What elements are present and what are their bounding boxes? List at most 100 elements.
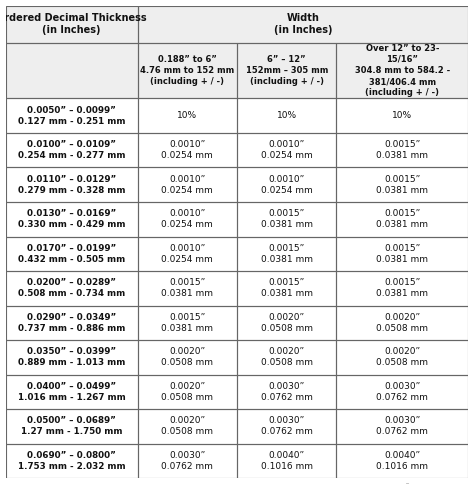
Bar [337, 305, 468, 340]
Bar [6, 43, 137, 98]
Text: 0.0010”
0.0254 mm: 0.0010” 0.0254 mm [161, 175, 213, 195]
Text: 0.0030”
0.0762 mm: 0.0030” 0.0762 mm [376, 416, 428, 437]
Bar [137, 167, 237, 202]
Bar [6, 133, 137, 167]
Bar [237, 409, 337, 444]
Text: 0.0015”
0.0381 mm: 0.0015” 0.0381 mm [376, 209, 428, 229]
Bar [337, 133, 468, 167]
Bar [6, 6, 137, 43]
Text: 0.0015”
0.0381 mm: 0.0015” 0.0381 mm [261, 278, 313, 298]
Text: Width
(in Inches): Width (in Inches) [273, 13, 332, 35]
Bar [6, 237, 137, 271]
Bar [6, 98, 137, 133]
Text: Over 12” to 23-
15/16”
304.8 mm to 584.2 -
381/406.4 mm
(including + / -): Over 12” to 23- 15/16” 304.8 mm to 584.2… [355, 44, 450, 97]
Text: 0.0130” – 0.0169”
0.330 mm - 0.429 mm: 0.0130” – 0.0169” 0.330 mm - 0.429 mm [18, 209, 125, 229]
Bar [137, 133, 237, 167]
Bar [6, 375, 137, 409]
Bar [137, 237, 237, 271]
Text: ©2014 ChinaSavy: ©2014 ChinaSavy [404, 483, 468, 484]
Text: 0.0350” – 0.0399”
0.889 mm - 1.013 mm: 0.0350” – 0.0399” 0.889 mm - 1.013 mm [18, 348, 125, 367]
Text: 0.0015”
0.0381 mm: 0.0015” 0.0381 mm [261, 244, 313, 264]
Bar [237, 202, 337, 237]
Bar [6, 340, 137, 375]
Bar [6, 167, 137, 202]
Bar [137, 43, 237, 98]
Bar [137, 271, 237, 305]
Text: 0.0015”
0.0381 mm: 0.0015” 0.0381 mm [376, 244, 428, 264]
Text: 0.0500” – 0.0689”
1.27 mm - 1.750 mm: 0.0500” – 0.0689” 1.27 mm - 1.750 mm [21, 416, 122, 437]
Text: 0.0200” – 0.0289”
0.508 mm - 0.734 mm: 0.0200” – 0.0289” 0.508 mm - 0.734 mm [18, 278, 125, 298]
Bar [137, 409, 237, 444]
Text: 10%: 10% [277, 111, 297, 120]
Bar [337, 375, 468, 409]
Bar [237, 340, 337, 375]
Text: 10%: 10% [177, 111, 197, 120]
Bar [6, 375, 137, 409]
Text: 0.0010”
0.0254 mm: 0.0010” 0.0254 mm [161, 209, 213, 229]
Text: 0.0015”
0.0381 mm: 0.0015” 0.0381 mm [376, 175, 428, 195]
Bar [137, 202, 237, 237]
Bar [237, 167, 337, 202]
Bar [6, 409, 137, 444]
Bar [237, 305, 337, 340]
Bar [337, 340, 468, 375]
Bar [137, 98, 237, 133]
Text: 0.0110” – 0.0129”
0.279 mm - 0.328 mm: 0.0110” – 0.0129” 0.279 mm - 0.328 mm [18, 175, 125, 195]
Bar [337, 444, 468, 478]
Bar [137, 237, 237, 271]
Text: 0.0020”
0.0508 mm: 0.0020” 0.0508 mm [261, 348, 313, 367]
Text: 0.0020”
0.0508 mm: 0.0020” 0.0508 mm [161, 416, 213, 437]
Bar [6, 409, 137, 444]
Bar [337, 409, 468, 444]
Text: 0.0040”
0.1016 mm: 0.0040” 0.1016 mm [376, 451, 428, 471]
Bar [6, 98, 137, 133]
Bar [6, 305, 137, 340]
Text: 0.0690” – 0.0800”
1.753 mm - 2.032 mm: 0.0690” – 0.0800” 1.753 mm - 2.032 mm [18, 451, 126, 471]
Bar [6, 271, 137, 305]
Bar [337, 237, 468, 271]
Bar [6, 167, 137, 202]
Bar [137, 375, 237, 409]
Text: 0.0015”
0.0381 mm: 0.0015” 0.0381 mm [161, 278, 213, 298]
Bar [137, 133, 237, 167]
Bar [137, 375, 237, 409]
Text: 0.188” to 6”
4.76 mm to 152 mm
(including + / -): 0.188” to 6” 4.76 mm to 152 mm (includin… [140, 55, 234, 86]
Bar [6, 202, 137, 237]
Text: 0.0015”
0.0381 mm: 0.0015” 0.0381 mm [261, 209, 313, 229]
Bar [337, 202, 468, 237]
Bar [137, 6, 468, 43]
Bar [237, 340, 337, 375]
Bar [337, 305, 468, 340]
Bar [6, 133, 137, 167]
Bar [137, 98, 237, 133]
Text: 0.0030”
0.0762 mm: 0.0030” 0.0762 mm [261, 382, 313, 402]
Bar [237, 133, 337, 167]
Text: 0.0030”
0.0762 mm: 0.0030” 0.0762 mm [261, 416, 313, 437]
Bar [337, 237, 468, 271]
Bar [237, 444, 337, 478]
Bar [137, 305, 237, 340]
Text: 0.0290” – 0.0349”
0.737 mm - 0.886 mm: 0.0290” – 0.0349” 0.737 mm - 0.886 mm [18, 313, 125, 333]
Text: Ordered Decimal Thickness
(in Inches): Ordered Decimal Thickness (in Inches) [0, 13, 147, 35]
Bar [337, 271, 468, 305]
Text: 0.0400” – 0.0499”
1.016 mm - 1.267 mm: 0.0400” – 0.0499” 1.016 mm - 1.267 mm [18, 382, 126, 402]
Bar [137, 271, 237, 305]
Bar [237, 237, 337, 271]
Text: 0.0100” – 0.0109”
0.254 mm - 0.277 mm: 0.0100” – 0.0109” 0.254 mm - 0.277 mm [18, 140, 125, 160]
Text: 10%: 10% [392, 111, 412, 120]
Bar [137, 340, 237, 375]
Bar [337, 375, 468, 409]
Bar [237, 133, 337, 167]
Bar [6, 305, 137, 340]
Bar [237, 167, 337, 202]
Bar [6, 340, 137, 375]
Text: 0.0020”
0.0508 mm: 0.0020” 0.0508 mm [161, 382, 213, 402]
Bar [6, 202, 137, 237]
Text: 6” – 12”
152mm – 305 mm
(including + / -): 6” – 12” 152mm – 305 mm (including + / -… [246, 55, 328, 86]
Bar [337, 202, 468, 237]
Text: 0.0040”
0.1016 mm: 0.0040” 0.1016 mm [261, 451, 313, 471]
Text: 0.0015”
0.0381 mm: 0.0015” 0.0381 mm [376, 140, 428, 160]
Bar [6, 444, 137, 478]
Bar [237, 305, 337, 340]
Bar [137, 444, 237, 478]
